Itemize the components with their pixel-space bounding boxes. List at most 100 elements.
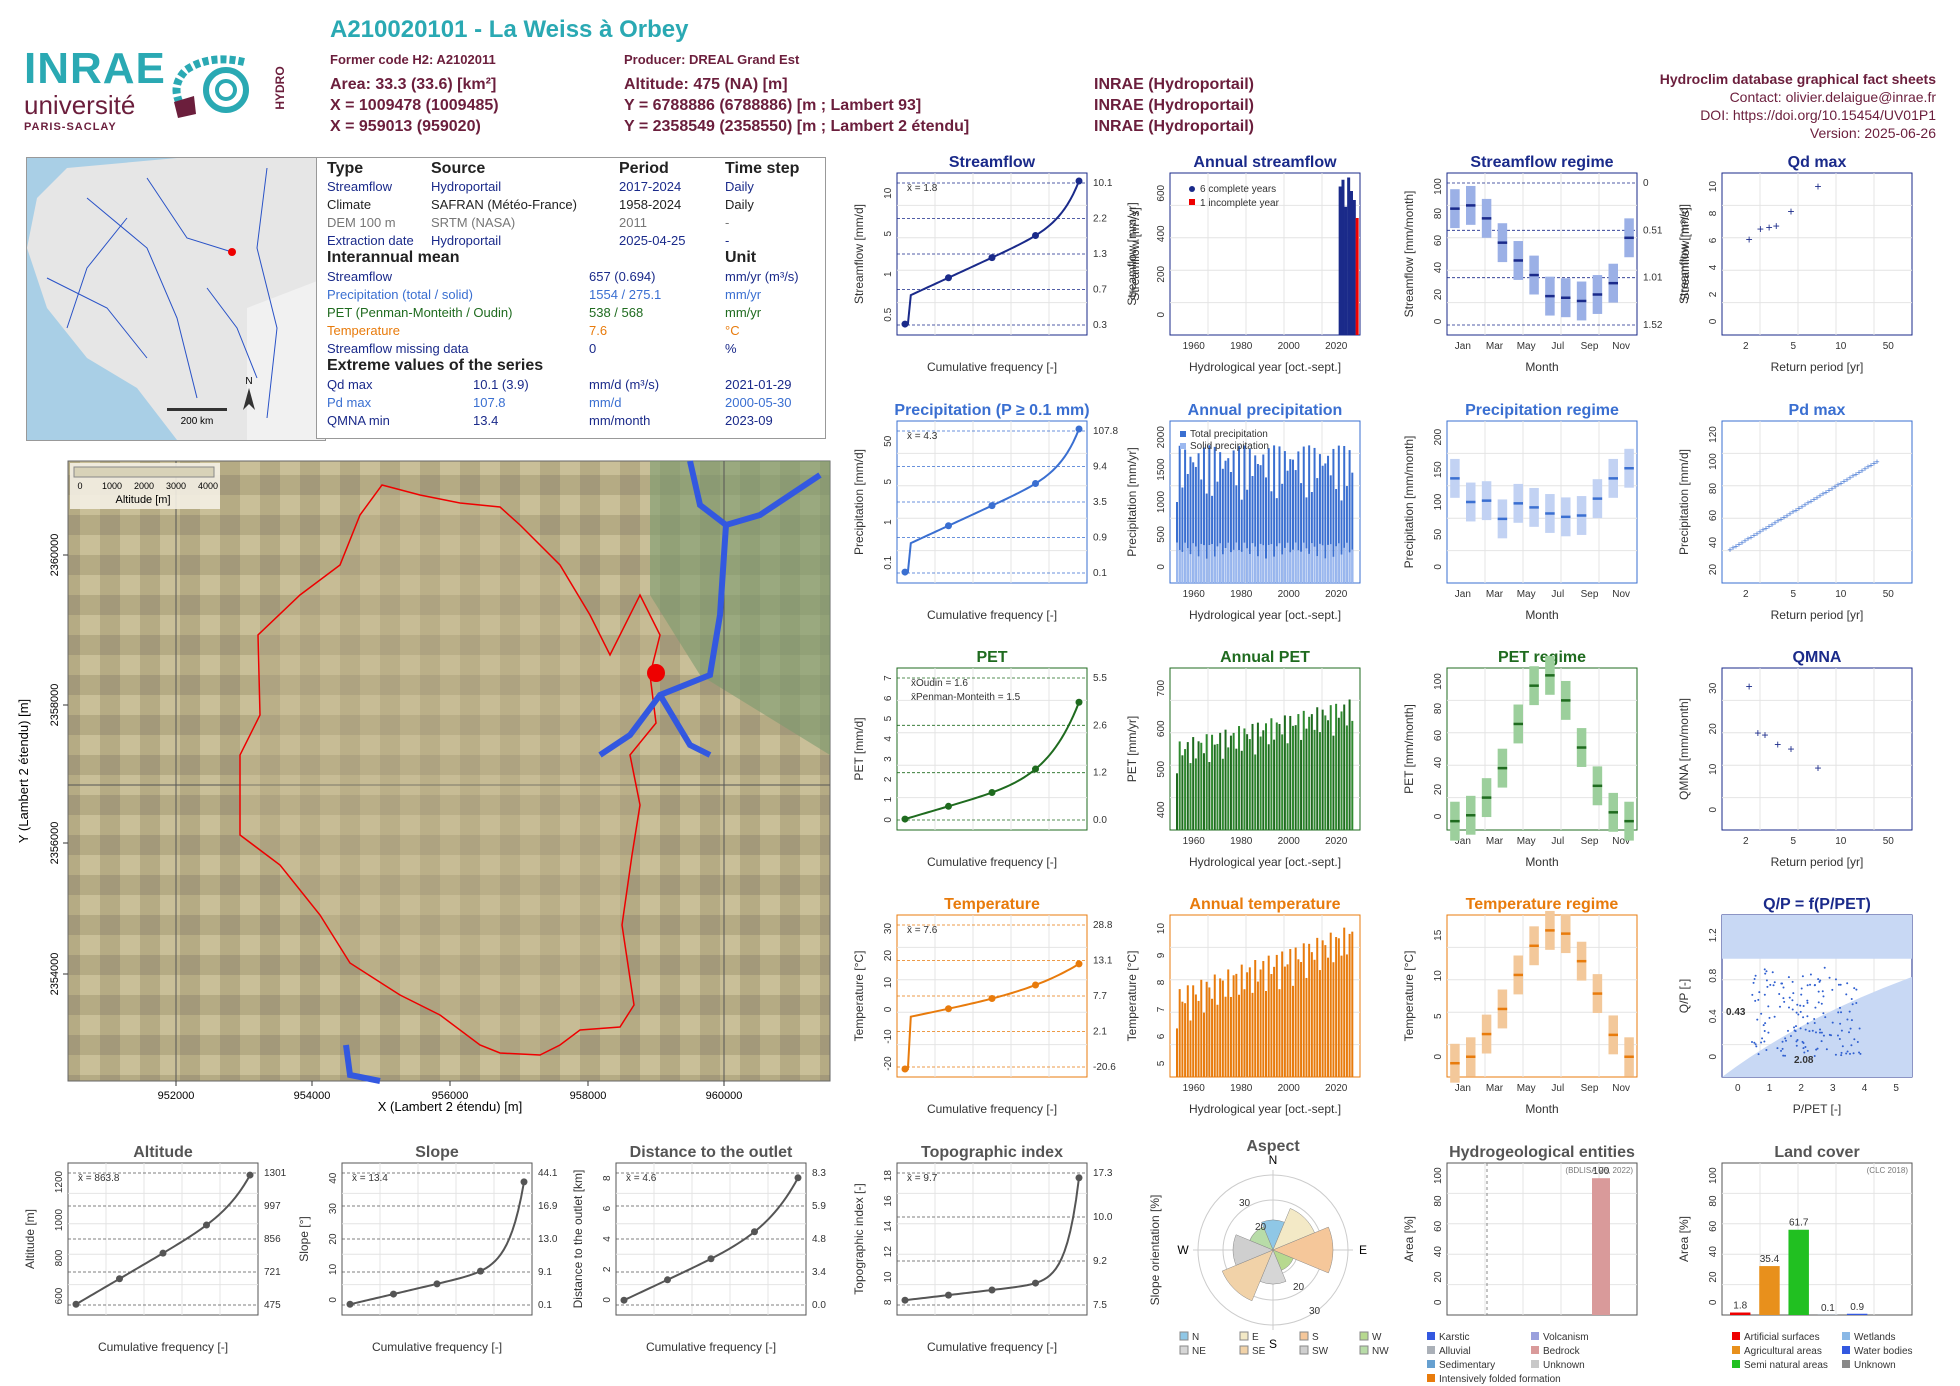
scatter-point bbox=[1850, 998, 1853, 1001]
chart-precip_cdf: Precipitation (P ≥ 0.1 mm) Cumulative fre… bbox=[852, 402, 1118, 622]
annual-bar bbox=[1238, 446, 1241, 583]
y-tick-label: 10 bbox=[1708, 181, 1719, 193]
annual-bar bbox=[1302, 943, 1305, 1077]
plot-title: Annual temperature bbox=[1189, 896, 1340, 913]
upper-zone bbox=[1722, 915, 1912, 959]
return-point: + bbox=[1763, 523, 1768, 533]
source-note: (CLC 2018) bbox=[1867, 1166, 1909, 1175]
y-tick-label: 100 bbox=[1433, 178, 1444, 195]
scatter-point bbox=[1806, 1015, 1809, 1018]
annual-bar bbox=[1186, 473, 1189, 583]
cdf-point bbox=[901, 1296, 909, 1304]
annual-bar bbox=[1283, 966, 1286, 1077]
scatter-point bbox=[1784, 1054, 1787, 1057]
legend-dot bbox=[1189, 199, 1195, 205]
page-title: A210020101 - La Weiss à Orbey bbox=[330, 16, 689, 43]
cdf-point bbox=[520, 1178, 528, 1186]
annual-bar bbox=[1178, 445, 1181, 583]
scatter-point bbox=[1841, 1045, 1844, 1048]
plot-frame bbox=[1446, 667, 1638, 831]
scatter-point bbox=[1781, 1047, 1784, 1050]
right-tick-label: 17.3 bbox=[1093, 1168, 1113, 1179]
y-axis-label: Precipitation [mm/d] bbox=[1677, 449, 1691, 555]
return-point: + bbox=[1820, 489, 1825, 499]
scatter-point bbox=[1837, 1011, 1840, 1014]
annual-bar bbox=[1335, 703, 1338, 830]
right-tick-label: 2.2 bbox=[1093, 214, 1107, 225]
x-tick-label: Sep bbox=[1581, 836, 1599, 847]
scatter-point bbox=[1806, 999, 1809, 1002]
y-tick-label: 30 bbox=[1708, 682, 1719, 694]
scatter-point bbox=[1849, 1027, 1852, 1030]
plot-title: Aspect bbox=[1246, 1138, 1300, 1155]
cdf-point bbox=[390, 1290, 397, 1298]
right-tick-label: 0.51 bbox=[1643, 225, 1663, 236]
rose-sector bbox=[1232, 1234, 1274, 1266]
altitude-legend-tick: 1000 bbox=[102, 481, 122, 491]
scatter-point bbox=[1809, 983, 1812, 986]
annual-bar bbox=[1329, 932, 1332, 1077]
scatter-point bbox=[1767, 1031, 1770, 1034]
scatter-point bbox=[1778, 992, 1781, 995]
right-tick-label: 856 bbox=[264, 1234, 281, 1245]
mean-value: 538 / 568 bbox=[589, 305, 644, 320]
annual-bar bbox=[1205, 981, 1208, 1077]
return-point: + bbox=[1832, 482, 1837, 492]
chart-annual_pet: Annual PET Hydrological year [oct.-sept.]… bbox=[1125, 649, 1361, 869]
solid-bar bbox=[1208, 545, 1211, 583]
cdf-point bbox=[988, 254, 996, 262]
scatter-point bbox=[1850, 1019, 1853, 1022]
annual-bar bbox=[1221, 468, 1224, 583]
y-tick-label: 100 bbox=[1433, 673, 1444, 690]
scatter-point bbox=[1859, 1052, 1862, 1055]
annual-bar bbox=[1343, 704, 1346, 830]
y-tick-label: 80 bbox=[1433, 703, 1444, 715]
scatter-point bbox=[1806, 1049, 1809, 1052]
annual-bar bbox=[1289, 949, 1292, 1077]
x-tick-label: 1980 bbox=[1230, 589, 1253, 600]
chart-topo_cdf: Topographic index Cumulative frequency [-… bbox=[852, 1144, 1113, 1354]
y-tick-label: 60 bbox=[1708, 510, 1719, 522]
right-tick-label: 0.9 bbox=[1093, 533, 1107, 544]
y-tick-label: 0.5 bbox=[883, 307, 894, 321]
row-source: Hydroportail bbox=[431, 233, 502, 248]
y-tick-label: 0 bbox=[883, 1006, 894, 1012]
row-period: 1958-2024 bbox=[619, 197, 682, 212]
ext-date: 2023-09 bbox=[725, 413, 773, 428]
legend-label: Volcanism bbox=[1543, 1332, 1589, 1343]
annual-bar bbox=[1332, 448, 1335, 583]
annual-bar bbox=[1208, 762, 1211, 830]
legend-label: NE bbox=[1192, 1346, 1206, 1357]
legend-swatch bbox=[1531, 1332, 1539, 1340]
plot-title: Streamflow bbox=[949, 154, 1036, 171]
scatter-point bbox=[1819, 1028, 1822, 1031]
x-tick-label: 2020 bbox=[1325, 1083, 1348, 1094]
return-point: + bbox=[1787, 742, 1794, 756]
x-axis-label: Hydrological year [oct.-sept.] bbox=[1189, 855, 1341, 869]
x-axis-label: Cumulative frequency [-] bbox=[927, 855, 1057, 869]
annual-bar bbox=[1300, 962, 1303, 1077]
return-point: + bbox=[1730, 543, 1735, 553]
plot-title: Q/P = f(P/PET) bbox=[1763, 896, 1871, 913]
return-point: + bbox=[1773, 219, 1780, 233]
bar-value-label: 0.9 bbox=[1850, 1302, 1864, 1313]
annual-bar bbox=[1321, 940, 1324, 1077]
right-tick-label: 4.8 bbox=[812, 1234, 826, 1245]
y-tick-label: 2 bbox=[883, 776, 894, 782]
x-tick-label: Jul bbox=[1551, 589, 1564, 600]
scatter-point bbox=[1765, 970, 1768, 973]
annual-bar bbox=[1349, 191, 1353, 335]
river-line bbox=[256, 167, 278, 419]
y-tick-label: 600 bbox=[1156, 720, 1167, 737]
x-tick-label: 50 bbox=[1883, 836, 1895, 847]
solid-bar bbox=[1232, 549, 1235, 583]
annual-bar bbox=[1297, 714, 1300, 830]
solid-bar bbox=[1297, 550, 1300, 583]
area: Area: 33.3 (33.6) [km²] bbox=[330, 76, 497, 93]
y-tick-label: 60 bbox=[1433, 1220, 1444, 1232]
scatter-point bbox=[1853, 987, 1856, 990]
scatter-point bbox=[1817, 978, 1820, 981]
chart-precip_regime: Precipitation regime Month Precipitation [… bbox=[1402, 402, 1638, 622]
legend-label: E bbox=[1252, 1332, 1259, 1343]
